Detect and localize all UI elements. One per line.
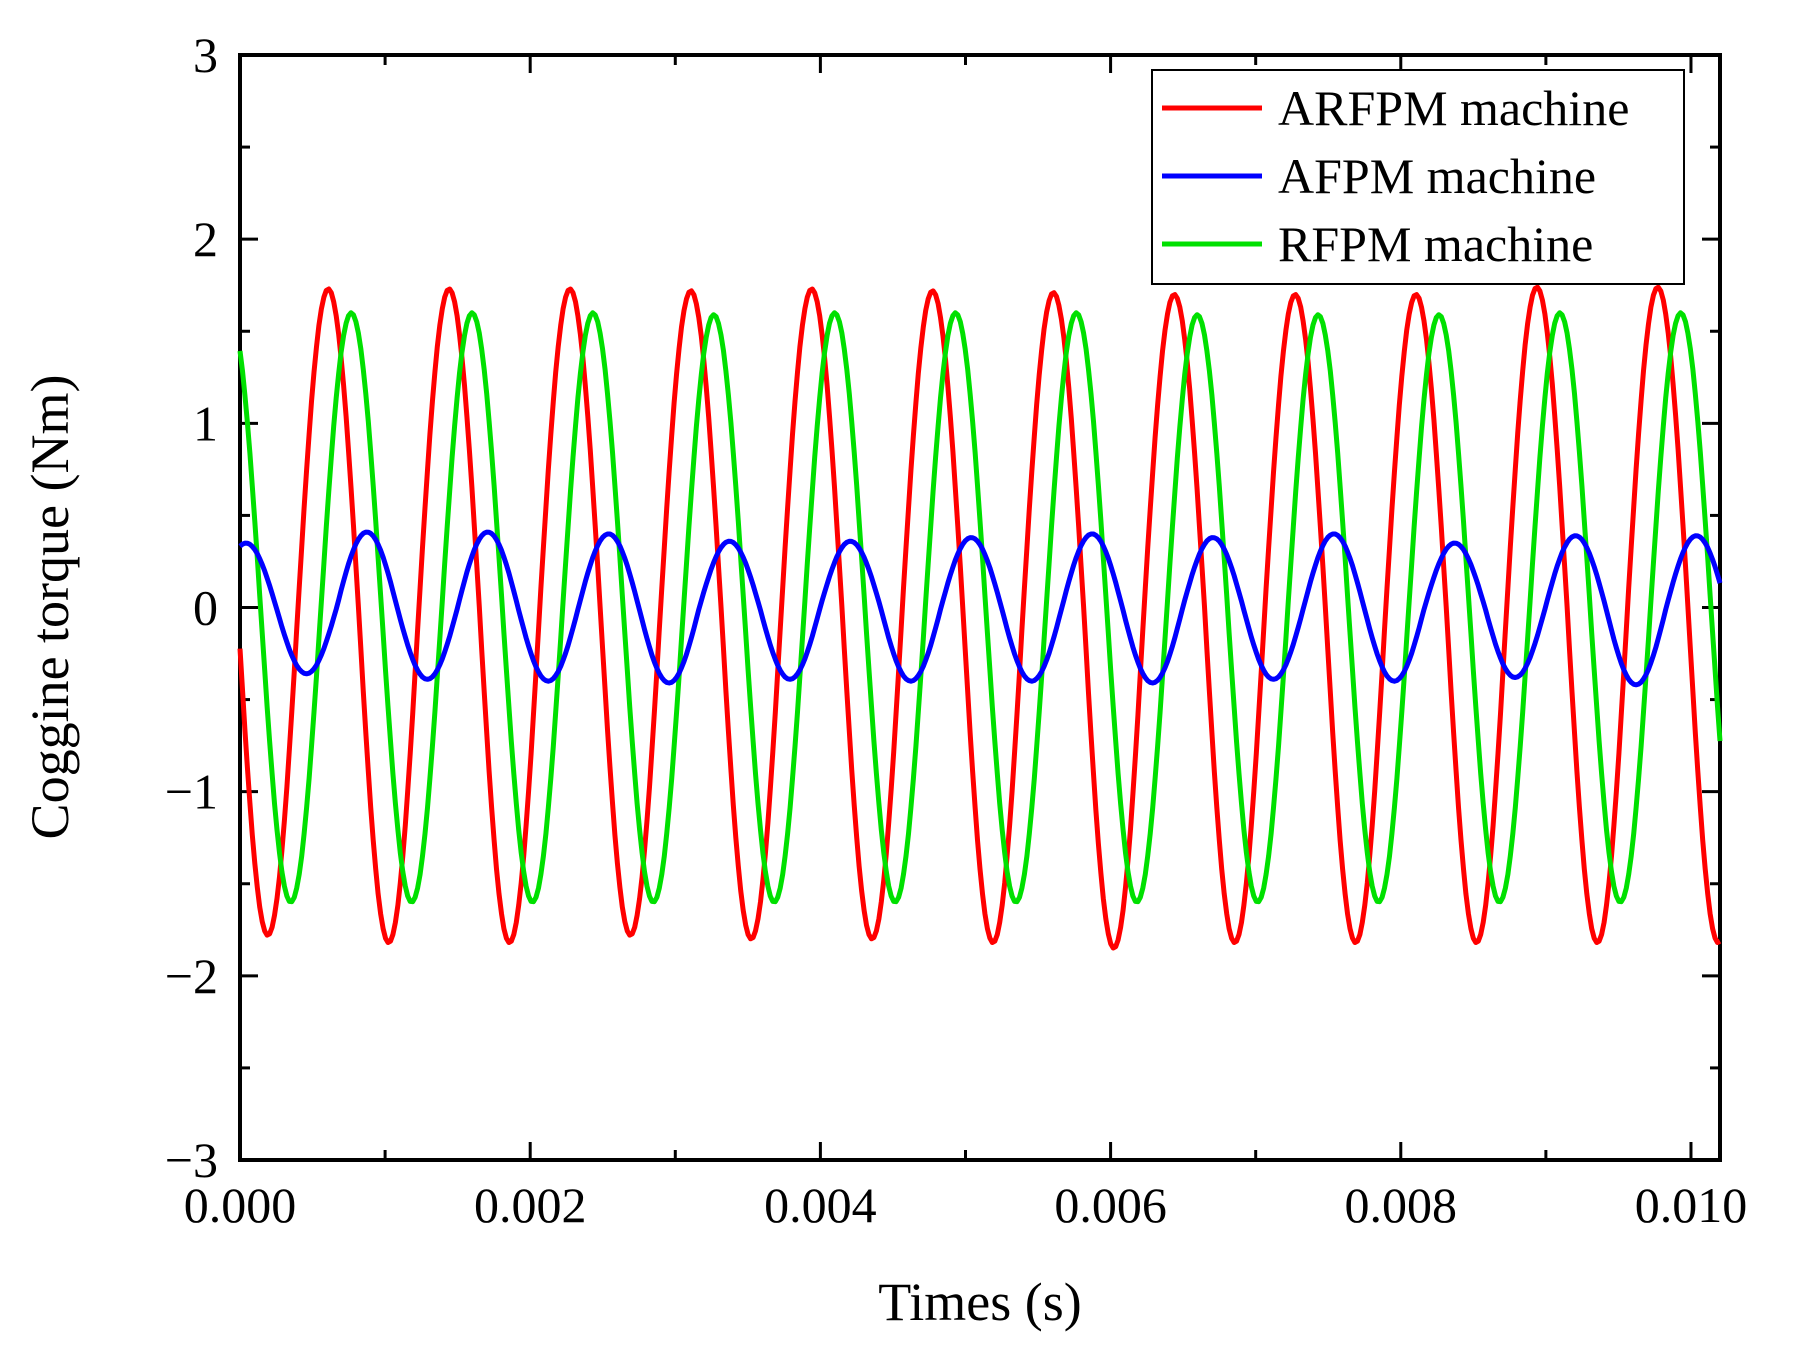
y-tick-label: −1 [165,764,218,820]
y-tick-label: 1 [193,395,218,451]
x-axis-title: Times (s) [878,1272,1082,1332]
legend-label: ARFPM machine [1278,80,1629,136]
y-axis-title: Coggine torque (Nm) [20,375,80,840]
x-tick-label: 0.000 [184,1177,297,1233]
y-axis: −3 −2 −1 0 1 2 3 [165,27,1720,1188]
y-tick-label: 0 [193,580,218,636]
series-line-arfpm-machine [237,284,1722,951]
y-tick-label: −3 [165,1132,218,1188]
x-tick-label: 0.006 [1054,1177,1167,1233]
x-axis: 0.000 0.002 0.004 0.006 0.008 0.010 [184,55,1747,1233]
legend-label: RFPM machine [1278,216,1593,272]
y-tick-label: 2 [193,211,218,267]
x-tick-label: 0.008 [1345,1177,1458,1233]
x-tick-label: 0.010 [1635,1177,1748,1233]
x-tick-label: 0.004 [764,1177,877,1233]
y-tick-label: 3 [193,27,218,83]
y-tick-label: −2 [165,948,218,1004]
legend-label: AFPM machine [1278,148,1596,204]
legend: ARFPM machine AFPM machine RFPM machine [1151,69,1685,285]
x-tick-label: 0.002 [474,1177,587,1233]
series-line-rfpm-machine [237,310,1723,905]
series-line-afpm-machine [238,529,1723,688]
series-group [237,284,1723,951]
